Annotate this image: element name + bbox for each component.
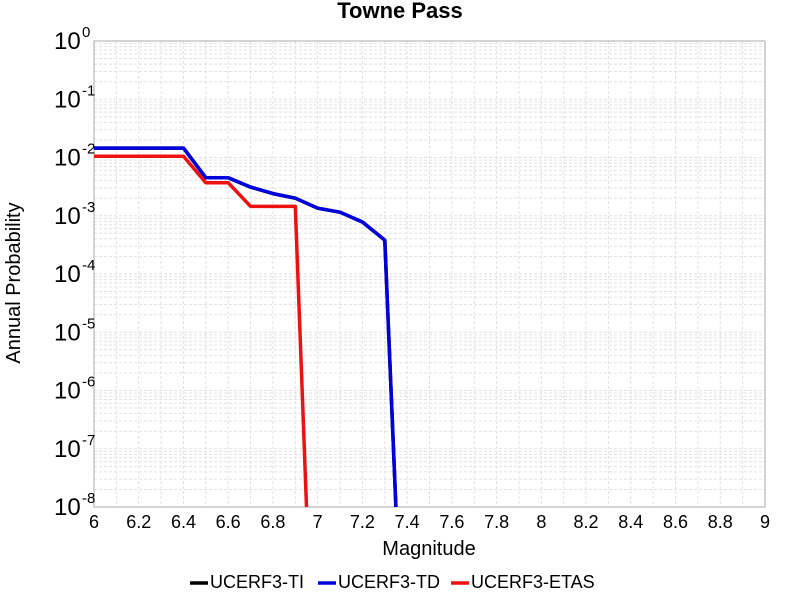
x-tick-label: 7.4 [395, 512, 420, 532]
y-tick-label-base: 10 [54, 261, 81, 288]
y-tick-label-base: 10 [54, 378, 81, 405]
y-tick-label-exponent: -4 [82, 257, 95, 274]
y-tick-label-base: 10 [54, 203, 81, 230]
y-tick-label-exponent: -2 [82, 141, 95, 158]
y-tick-label-base: 10 [54, 436, 81, 463]
chart-title: Towne Pass [337, 0, 463, 23]
y-tick-label-base: 10 [54, 494, 81, 521]
x-tick-label: 8.4 [618, 512, 643, 532]
x-tick-label: 6.8 [260, 512, 285, 532]
y-tick-label-base: 10 [54, 28, 81, 55]
x-tick-label: 6.2 [126, 512, 151, 532]
series-line-ucerf3-td [94, 146, 398, 508]
legend-label: UCERF3-ETAS [471, 572, 595, 592]
x-tick-label: 8.8 [708, 512, 733, 532]
x-tick-label: 8.6 [663, 512, 688, 532]
y-tick-label-exponent: -8 [82, 490, 95, 507]
x-tick-label: 7 [313, 512, 323, 532]
y-tick-label-exponent: -6 [82, 374, 95, 391]
x-tick-label: 7.8 [484, 512, 509, 532]
x-tick-labels: 6 6.2 6.4 6.6 6.8 7 7.2 7.4 7.6 7.8 8 8.2 8.4 8.6 8.8 9 [89, 512, 770, 532]
y-tick-label-exponent: -5 [82, 315, 95, 332]
y-tick-label-exponent: -1 [82, 82, 95, 99]
legend-label: UCERF3-TD [338, 572, 440, 592]
y-tick-label-exponent: 0 [82, 24, 90, 41]
x-tick-label: 8.2 [574, 512, 599, 532]
grid [93, 41, 766, 508]
legend-label: UCERF3-TI [210, 572, 304, 592]
x-tick-label: 7.6 [439, 512, 464, 532]
y-tick-label-base: 10 [54, 86, 81, 113]
x-tick-label: 6 [89, 512, 99, 532]
x-tick-label: 8 [536, 512, 546, 532]
series-line-ucerf3-etas [94, 154, 309, 508]
plot-frame [93, 40, 766, 508]
x-axis-label: Magnitude [382, 538, 475, 560]
y-tick-label-base: 10 [54, 145, 81, 172]
y-axis-label: Annual Probability [3, 202, 25, 363]
x-tick-label: 6.6 [216, 512, 241, 532]
y-tick-label-base: 10 [54, 319, 81, 346]
series-lines [94, 146, 398, 508]
x-tick-label: 9 [760, 512, 770, 532]
x-tick-label: 7.2 [350, 512, 375, 532]
legend: UCERF3-TI UCERF3-TD UCERF3-ETAS [190, 572, 595, 592]
y-tick-label-exponent: -7 [82, 432, 95, 449]
x-tick-label: 6.4 [171, 512, 196, 532]
y-tick-label-exponent: -3 [82, 199, 95, 216]
